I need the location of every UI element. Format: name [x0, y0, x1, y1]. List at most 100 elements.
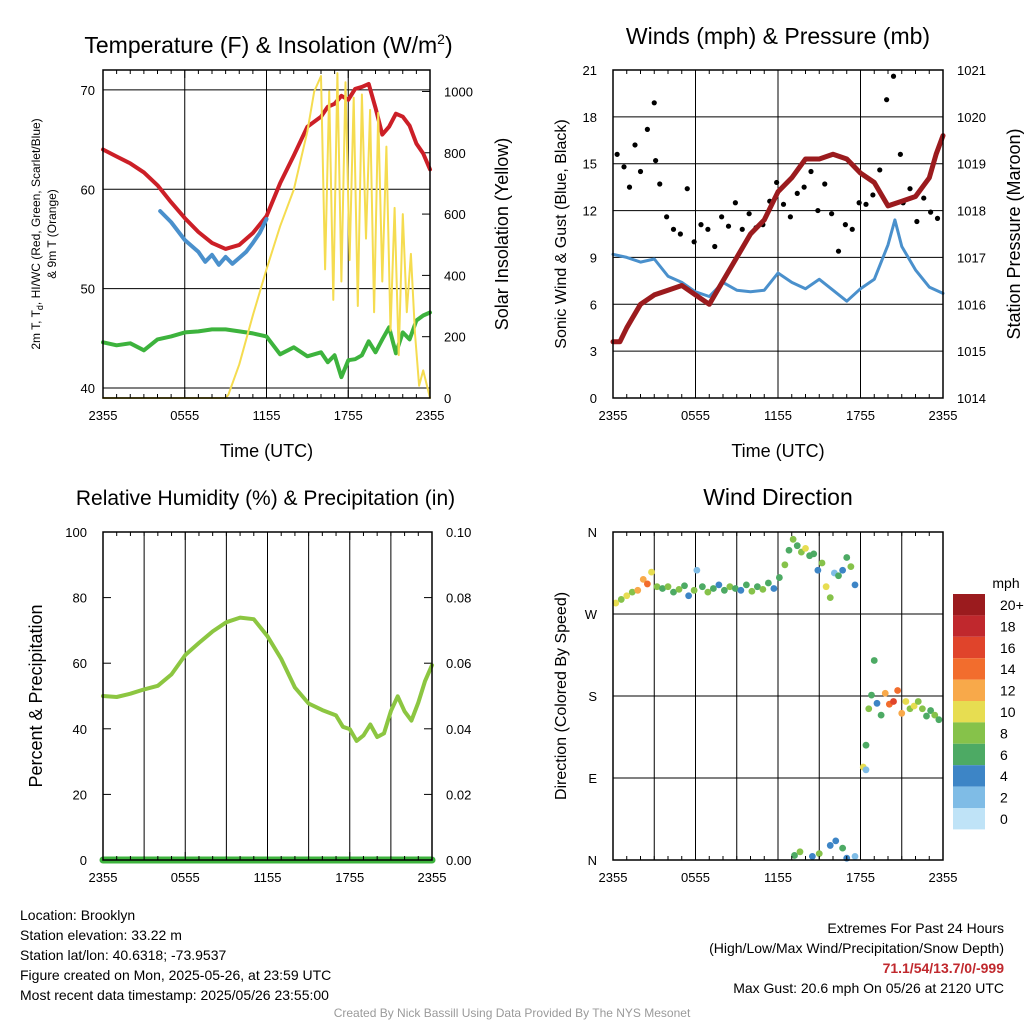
y2-tick-label: 1014 — [957, 391, 986, 406]
speed-legend: mph 20+ 18 16 14 12 10 8 6 4 2 0 — [953, 575, 1024, 830]
y-tick-label: 15 — [583, 157, 597, 172]
direction-point — [898, 709, 906, 717]
legend-swatch — [953, 701, 985, 723]
legend-swatch — [953, 594, 985, 616]
direction-point — [623, 592, 631, 600]
x-tick-label: 2355 — [599, 870, 628, 885]
y-tick-label: 6 — [590, 297, 597, 312]
x-tick-label: 2355 — [416, 408, 445, 423]
direction-point — [862, 741, 870, 749]
gust-point — [621, 164, 627, 170]
x-axis-label: Time (UTC) — [220, 441, 313, 461]
gust-point — [921, 195, 927, 201]
panel-1: 40 50 60 70 0 200 400 600 800 1000 2355 0555 1155 175… — [29, 31, 512, 461]
series-line — [101, 310, 432, 380]
series-line — [101, 615, 434, 743]
direction-point — [698, 583, 706, 591]
direction-point — [808, 852, 816, 860]
direction-point — [923, 712, 930, 720]
direction-point — [931, 711, 939, 719]
y2-axis-label: Solar Insolation (Yellow) — [492, 138, 512, 330]
direction-point — [664, 583, 672, 591]
y-tick-label: 12 — [583, 204, 597, 219]
x-tick-label: 0555 — [170, 408, 199, 423]
series-line — [610, 133, 946, 345]
legend-swatch — [953, 743, 985, 766]
direction-point — [839, 844, 847, 852]
direction-point — [643, 580, 651, 588]
gust-point — [877, 167, 883, 173]
direction-point — [690, 586, 698, 594]
legend-label: 6 — [1000, 747, 1008, 763]
x-tick-label: 1155 — [764, 408, 792, 423]
direction-point — [890, 698, 897, 705]
legend-swatch — [953, 786, 985, 808]
chart-title: Winds (mph) & Pressure (mb) — [626, 23, 930, 49]
direction-point — [675, 586, 683, 593]
legend-swatch — [953, 636, 985, 659]
direction-point — [659, 585, 666, 592]
gust-point — [644, 126, 650, 132]
legend-label: 14 — [1000, 661, 1016, 677]
y2-tick-label: 1000 — [444, 84, 473, 99]
direction-point — [670, 588, 677, 596]
y-tick-label: N — [588, 525, 597, 540]
direction-point — [802, 545, 809, 552]
legend-title: mph — [992, 575, 1019, 591]
direction-point — [935, 716, 943, 724]
credit-text: Created By Nick Bassill Using Data Provi… — [333, 1006, 691, 1020]
direction-point — [720, 586, 728, 594]
direction-point — [791, 852, 798, 859]
extremes-title: Extremes For Past 24 Hours — [827, 920, 1004, 936]
gust-point — [732, 200, 738, 206]
gust-point — [835, 248, 842, 254]
gust-point — [815, 207, 821, 214]
direction-point — [617, 596, 625, 603]
legend-label: 20+ — [1000, 597, 1024, 613]
direction-point — [810, 550, 818, 558]
y-tick-label: 50 — [81, 282, 95, 297]
legend-swatch — [953, 658, 985, 680]
gust-point — [664, 214, 670, 220]
gust-point — [934, 215, 941, 221]
gust-point — [719, 214, 725, 220]
x-tick-label: 1155 — [254, 870, 282, 885]
direction-point — [877, 711, 885, 719]
y2-axis-label: Station Pressure (Maroon) — [1004, 128, 1024, 339]
x-tick-label: 2355 — [89, 870, 118, 885]
direction-point — [910, 702, 918, 710]
y-tick-label: S — [588, 689, 597, 704]
y2-tick-label: 0.08 — [446, 591, 471, 606]
x-tick-label: 2355 — [929, 870, 958, 885]
direction-point — [781, 561, 789, 569]
direction-point — [639, 575, 647, 583]
extremes-values: 71.1/54/13.7/0/-999 — [882, 960, 1004, 976]
direction-point — [851, 852, 859, 860]
gust-point — [684, 186, 690, 192]
gust-point — [780, 201, 787, 207]
gust-point — [863, 201, 869, 207]
legend-label: 12 — [1000, 683, 1016, 699]
y2-tick-label: 1019 — [957, 157, 986, 172]
y2-tick-label: 1015 — [957, 344, 986, 359]
x-tick-label: 0555 — [681, 408, 710, 423]
series-line — [102, 72, 431, 399]
y2-tick-label: 1020 — [957, 110, 986, 125]
gust-point — [691, 239, 697, 245]
direction-point — [881, 689, 889, 697]
chart-title: Temperature (F) & Insolation (W/m2) — [84, 31, 452, 58]
direction-point — [653, 583, 661, 591]
gust-point — [651, 100, 657, 106]
direction-point — [843, 554, 851, 561]
gust-point — [725, 223, 732, 229]
y-tick-label: 60 — [81, 182, 95, 197]
y2-tick-label: 0 — [444, 391, 451, 406]
direction-point — [865, 705, 873, 713]
direction-point — [873, 699, 881, 707]
legend-label: 18 — [1000, 618, 1016, 634]
direction-point — [914, 698, 922, 705]
y-axis-label: Percent & Precipitation — [26, 604, 46, 787]
gust-point — [897, 151, 903, 157]
